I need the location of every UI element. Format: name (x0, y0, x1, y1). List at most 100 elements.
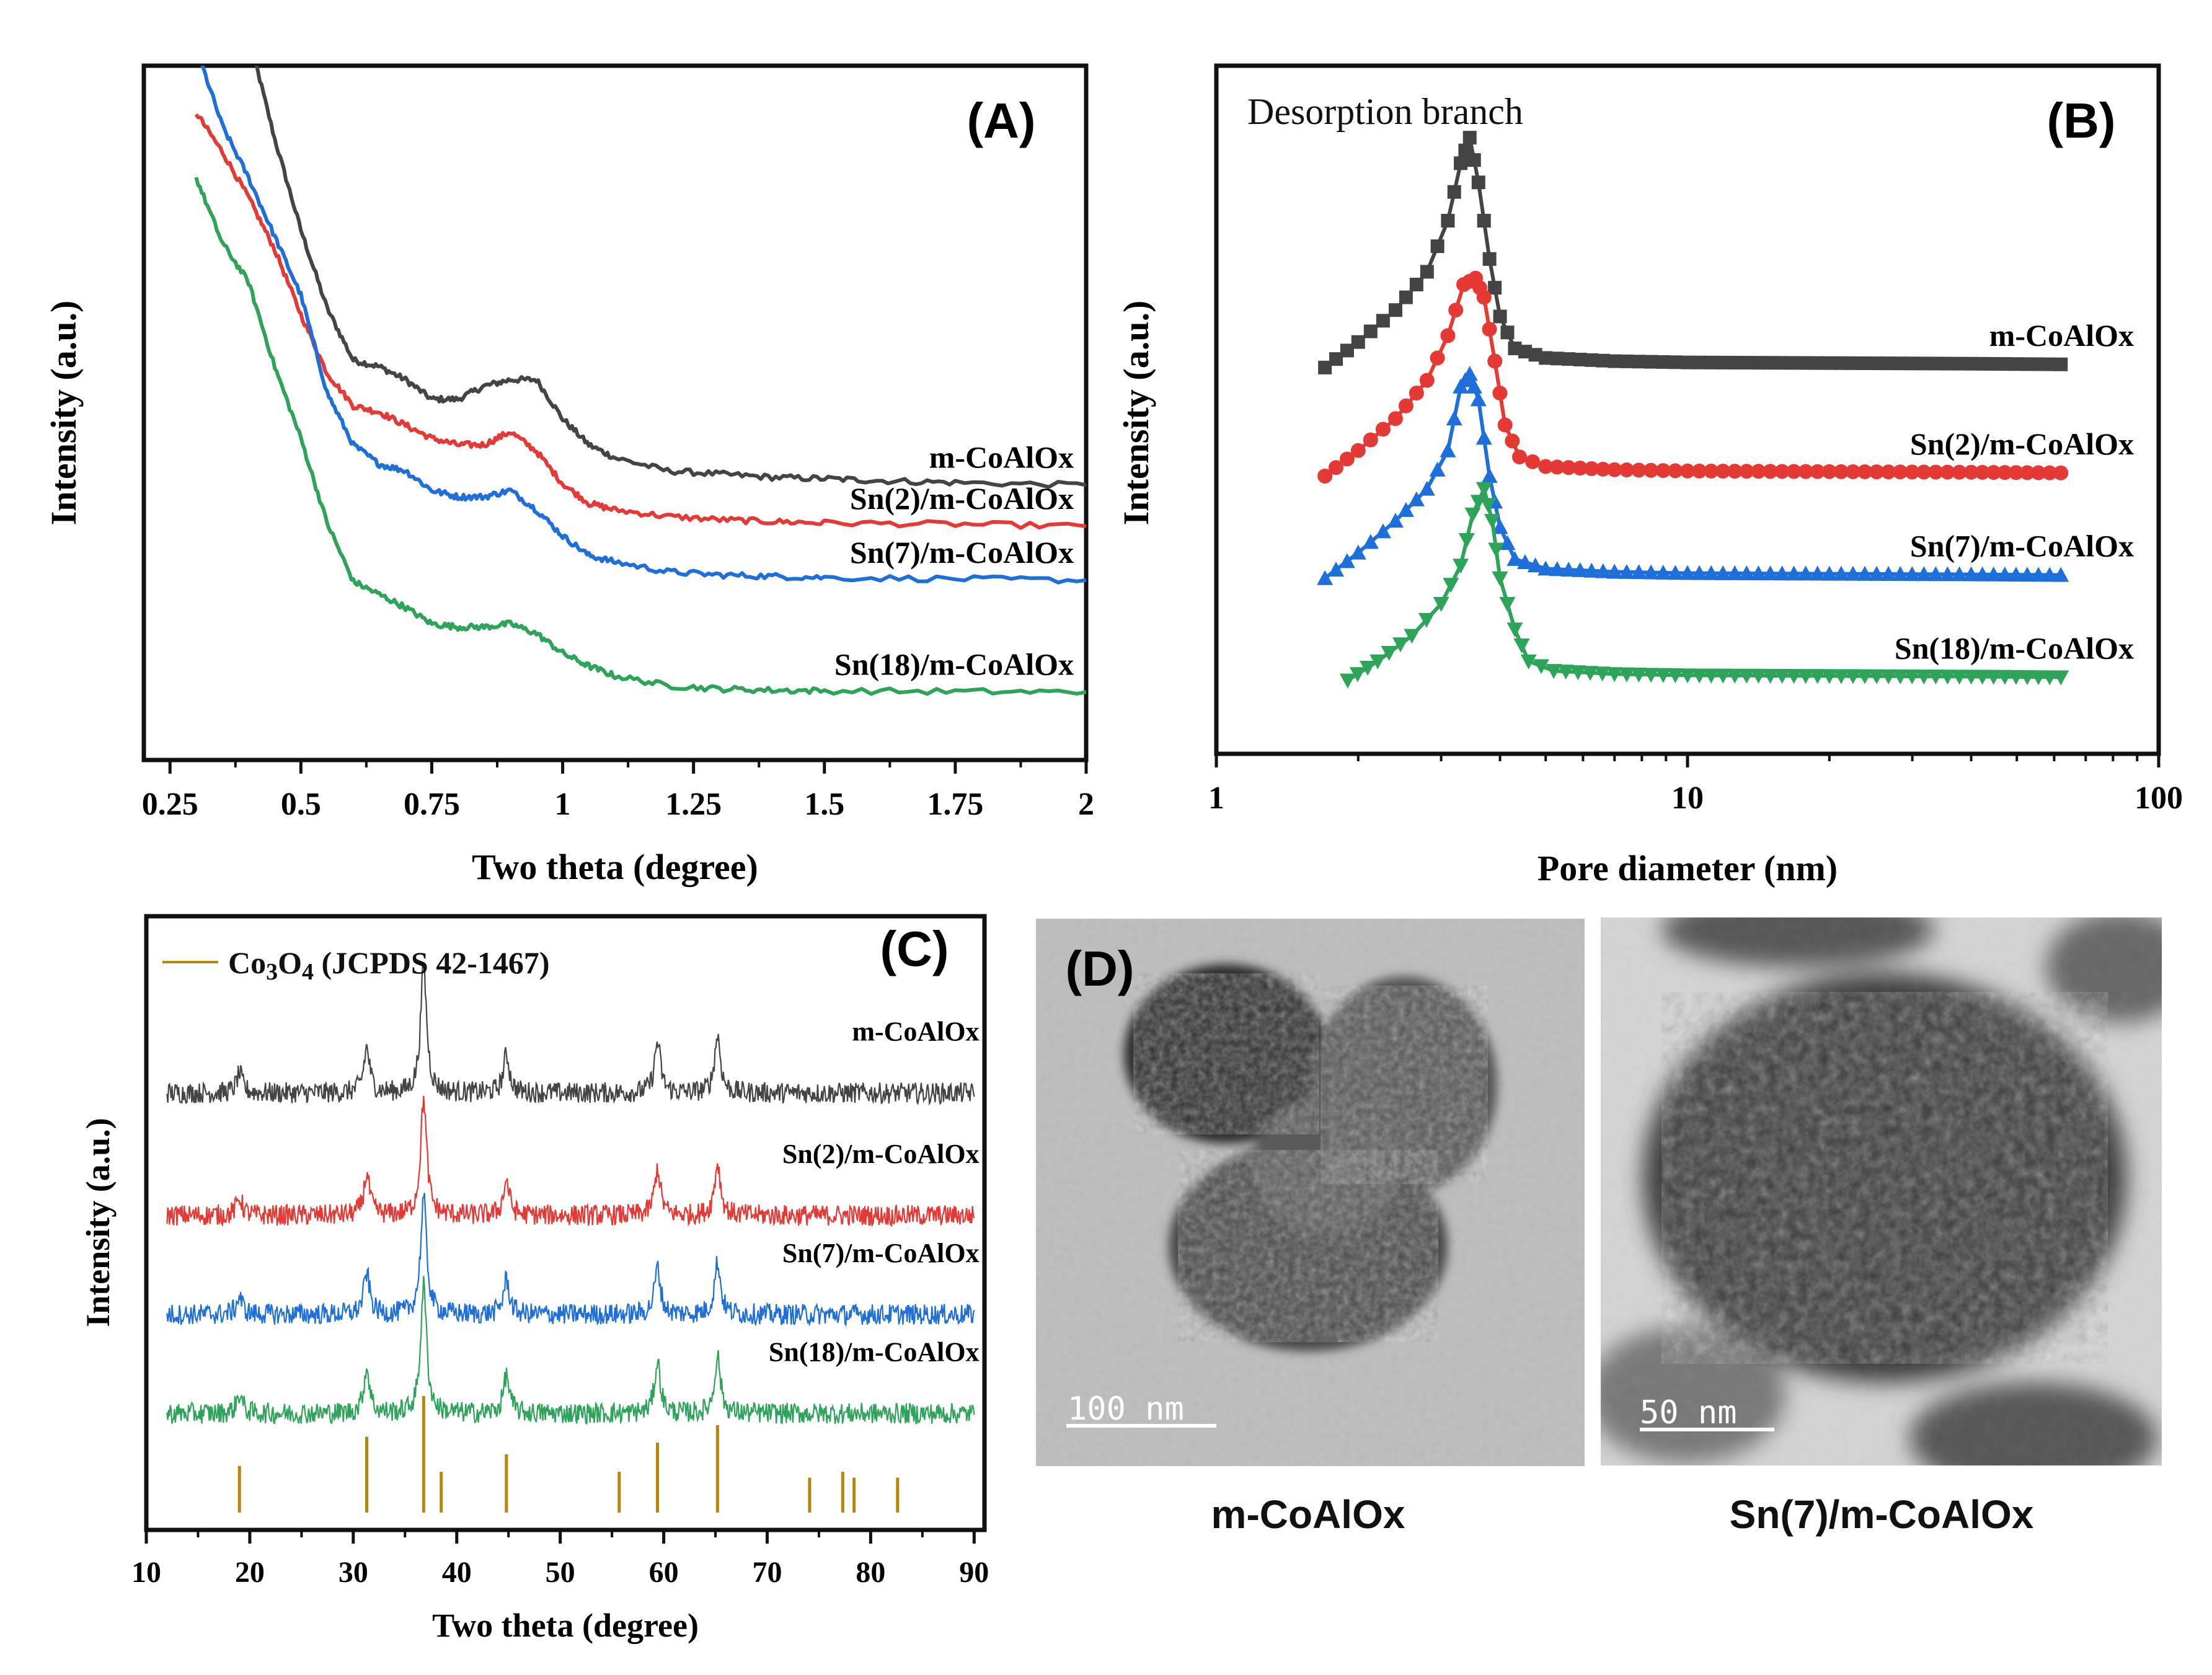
data-point (1440, 328, 1456, 343)
data-point (1985, 670, 2002, 685)
data-point (1492, 386, 1508, 401)
panel-c-chart: 10 20 30 40 50 60 70 80 90 m-CoAlOx Sn(2)/m-CoAlO… (79, 914, 989, 1644)
data-point (1467, 153, 1481, 167)
data-point (1727, 668, 1743, 684)
series-line-sn-18-m-coalox (166, 1276, 975, 1425)
data-point (1844, 565, 1861, 581)
data-point (1506, 622, 1523, 638)
data-point (1369, 654, 1386, 670)
data-point (1419, 373, 1435, 388)
data-point (1774, 565, 1790, 581)
x-tick-label: 10 (1671, 780, 1704, 816)
panel-c-x-ticks (144, 1530, 976, 1544)
data-point (1869, 565, 1885, 581)
data-point (1546, 664, 1562, 679)
data-point (1582, 666, 1599, 681)
data-point (1433, 597, 1449, 612)
data-point (1892, 566, 1909, 581)
data-point (1488, 281, 1502, 295)
x-tick-label: 10 (131, 1556, 161, 1589)
data-point (1785, 565, 1802, 581)
data-point (1606, 563, 1623, 579)
data-point (1893, 464, 1908, 480)
x-tick-label: 1.5 (804, 787, 844, 822)
series-line-sn-2-m-coalox (194, 113, 1086, 530)
data-point (1986, 356, 2001, 371)
data-point (1429, 461, 1446, 477)
data-point (1762, 668, 1779, 684)
data-point (1751, 464, 1766, 479)
data-point (1716, 355, 1730, 369)
data-point (1387, 513, 1404, 528)
data-point (2042, 567, 2058, 582)
data-point (2030, 567, 2047, 582)
data-point (1606, 667, 1623, 683)
series-line-sn-7-m-coalox (200, 66, 1086, 585)
data-point (2042, 465, 2058, 480)
data-point (1644, 462, 1659, 478)
x-tick-label: 80 (856, 1556, 885, 1589)
series-label-sn-18-m-coalox: Sn(18)/m-CoAlOx (769, 1337, 980, 1368)
data-point (2043, 357, 2057, 371)
data-point (1595, 461, 1611, 477)
data-point (1376, 314, 1390, 328)
data-point (1810, 464, 1825, 479)
data-point (1656, 355, 1670, 369)
data-point (1480, 498, 1497, 513)
data-point (1809, 565, 1826, 581)
data-point (1363, 324, 1378, 338)
data-point (1630, 667, 1647, 683)
data-point (1458, 533, 1475, 548)
data-point (2019, 670, 2035, 686)
series-line-sn-18-m-coalox (194, 177, 1086, 696)
data-point (1775, 356, 1789, 370)
data-point (1692, 463, 1707, 479)
data-point (1975, 356, 1989, 371)
data-point (1462, 131, 1477, 145)
data-point (1632, 355, 1646, 369)
data-point (1594, 666, 1611, 682)
data-point (1443, 578, 1459, 593)
data-point (1441, 214, 1455, 228)
data-point (1506, 550, 1523, 566)
series-label-sn-2-m-coalox: Sn(2)/m-CoAlOx (782, 1139, 980, 1169)
data-point (1560, 562, 1577, 577)
panel-a-x-ticks (168, 760, 1088, 774)
data-point (1409, 386, 1424, 401)
data-point (1940, 356, 1955, 371)
data-point (1398, 398, 1413, 413)
data-point (1951, 670, 1968, 685)
data-point (1691, 565, 1708, 580)
data-point (1667, 565, 1684, 580)
data-point (1570, 665, 1586, 681)
data-point (1643, 564, 1660, 580)
data-point (1497, 417, 1513, 433)
data-point (1904, 669, 1921, 684)
x-tick-label: 1.25 (665, 787, 722, 822)
data-point (1833, 464, 1849, 479)
data-point (1985, 566, 2002, 581)
data-point (1375, 422, 1391, 437)
data-point (1704, 463, 1719, 479)
data-point (1408, 491, 1425, 506)
series-markers-sn-18-m-coalox (1339, 482, 2069, 689)
data-point (1704, 355, 1719, 369)
data-point (1454, 156, 1468, 170)
series-line-m-coalox (166, 963, 975, 1106)
data-point (1822, 356, 1836, 370)
tem-caption-left: m-CoAlOx (1211, 1492, 1405, 1537)
data-point (1618, 563, 1635, 579)
data-point (1643, 668, 1660, 683)
data-point (1399, 290, 1413, 304)
data-point (1916, 464, 1932, 480)
data-point (1619, 462, 1634, 478)
data-point (1512, 449, 1528, 465)
data-point (1482, 252, 1497, 266)
x-tick-label: 100 (2135, 780, 2183, 816)
data-point (1619, 354, 1634, 368)
series-markers-sn-7-m-coalox (1317, 366, 2069, 585)
data-point (1893, 356, 1908, 371)
panel-c-label: (C) (880, 921, 949, 976)
data-point (1329, 352, 1343, 366)
data-point (1488, 542, 1505, 558)
